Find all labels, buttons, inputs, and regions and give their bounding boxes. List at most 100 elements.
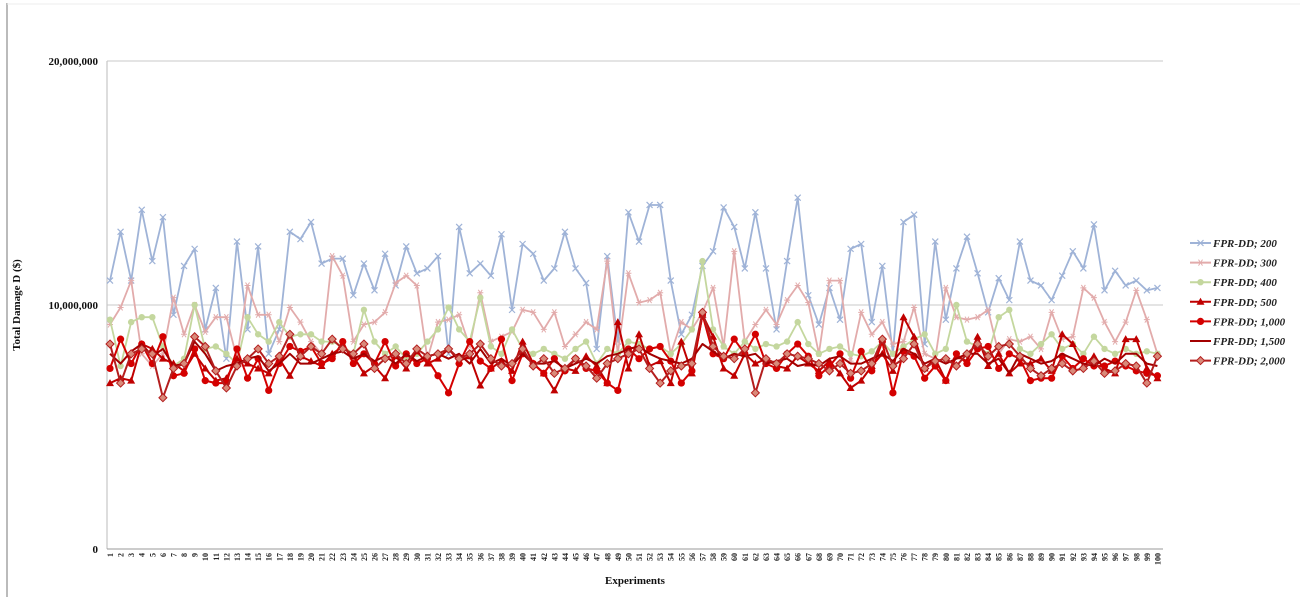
data-point-marker bbox=[604, 345, 611, 353]
data-point-marker bbox=[445, 304, 452, 311]
data-point-marker bbox=[530, 309, 537, 316]
data-point-marker bbox=[445, 316, 452, 323]
data-point-marker bbox=[1027, 350, 1034, 357]
x-tick-label: 58 bbox=[709, 553, 718, 561]
series-1000 bbox=[106, 311, 1162, 397]
data-point-marker bbox=[539, 353, 549, 364]
data-point-marker bbox=[106, 364, 114, 373]
data-point-marker bbox=[623, 349, 634, 359]
data-point-marker bbox=[253, 344, 263, 354]
x-tick-label: 80 bbox=[942, 553, 951, 561]
data-point-marker bbox=[181, 331, 188, 338]
x-tick-label: 67 bbox=[804, 553, 813, 561]
data-point-marker bbox=[477, 294, 484, 301]
data-point-marker bbox=[191, 245, 199, 253]
data-point-marker bbox=[857, 240, 865, 248]
data-point-marker bbox=[497, 335, 506, 343]
data-point-marker bbox=[677, 330, 685, 338]
data-point-marker bbox=[128, 277, 135, 284]
x-tick-label: 21 bbox=[318, 553, 327, 561]
data-point-marker bbox=[422, 351, 433, 361]
data-point-marker bbox=[233, 345, 241, 353]
data-point-marker bbox=[1089, 356, 1099, 366]
data-point-marker bbox=[307, 218, 315, 226]
data-point-marker bbox=[973, 332, 982, 340]
data-point-marker bbox=[1079, 355, 1087, 363]
data-point-marker bbox=[1005, 296, 1013, 304]
data-point-marker bbox=[899, 313, 908, 321]
legend-label: FPR-DD; 200 bbox=[1212, 238, 1277, 250]
x-tick-label: 23 bbox=[339, 553, 348, 561]
x-tick-label: 30 bbox=[413, 553, 422, 561]
data-point-marker bbox=[359, 369, 368, 377]
data-point-marker bbox=[297, 318, 304, 326]
data-point-marker bbox=[699, 257, 706, 265]
data-point-marker bbox=[348, 349, 359, 359]
data-point-marker bbox=[847, 350, 854, 357]
data-point-marker bbox=[402, 243, 410, 250]
data-point-marker bbox=[750, 388, 761, 398]
data-point-marker bbox=[170, 294, 177, 301]
data-point-marker bbox=[318, 338, 325, 345]
data-point-marker bbox=[677, 379, 685, 387]
data-point-marker bbox=[1037, 354, 1046, 362]
legend-item: FPR-DD; 2,000 bbox=[1190, 356, 1286, 368]
data-point-marker bbox=[507, 358, 517, 369]
x-tick-label: 55 bbox=[677, 553, 686, 561]
data-point-marker bbox=[815, 321, 823, 328]
data-point-marker bbox=[1025, 363, 1036, 374]
data-point-marker bbox=[550, 264, 558, 272]
y-tick-label: 0 bbox=[93, 544, 99, 556]
x-tick-label: 72 bbox=[857, 553, 866, 561]
legend-item: FPR-DD; 1,500 bbox=[1190, 336, 1286, 348]
legend-marker-icon bbox=[1197, 279, 1204, 286]
data-point-marker bbox=[741, 338, 748, 345]
data-point-marker bbox=[1058, 330, 1067, 338]
data-point-marker bbox=[359, 339, 369, 349]
data-point-marker bbox=[805, 299, 812, 306]
data-point-marker bbox=[212, 313, 219, 321]
data-point-marker bbox=[201, 377, 209, 385]
data-point-marker bbox=[560, 363, 570, 374]
data-point-marker bbox=[740, 344, 750, 354]
data-point-marker bbox=[667, 350, 674, 357]
data-point-marker bbox=[826, 277, 833, 284]
data-point-marker bbox=[550, 386, 559, 394]
x-tick-label: 75 bbox=[889, 553, 898, 561]
y-axis-ticks: 0 10,000,000 20,000,000 bbox=[49, 56, 99, 556]
x-tick-label: 18 bbox=[286, 553, 295, 561]
x-tick-label: 47 bbox=[593, 553, 602, 561]
data-point-marker bbox=[910, 332, 919, 340]
x-tick-label: 41 bbox=[529, 553, 538, 561]
data-point-marker bbox=[613, 353, 623, 364]
data-point-marker bbox=[285, 329, 295, 339]
data-point-marker bbox=[974, 269, 981, 277]
data-point-marker bbox=[434, 326, 442, 333]
data-point-marker bbox=[782, 349, 792, 359]
data-point-marker bbox=[202, 328, 209, 336]
data-point-marker bbox=[593, 326, 600, 333]
data-point-marker bbox=[1005, 350, 1013, 358]
data-point-marker bbox=[285, 371, 294, 379]
data-point-marker bbox=[551, 350, 558, 357]
legend-label: FPR-DD; 1,500 bbox=[1212, 336, 1286, 348]
data-point-marker bbox=[995, 314, 1002, 321]
data-point-marker bbox=[730, 335, 738, 343]
data-point-marker bbox=[676, 361, 687, 371]
data-point-marker bbox=[295, 351, 306, 361]
data-point-marker bbox=[582, 279, 590, 287]
legend-label: FPR-DD; 300 bbox=[1212, 258, 1277, 270]
data-point-marker bbox=[624, 208, 632, 216]
data-point-marker bbox=[191, 301, 198, 309]
data-point-marker bbox=[265, 350, 273, 358]
data-point-marker bbox=[443, 344, 454, 354]
x-tick-label: 77 bbox=[910, 553, 919, 561]
x-tick-label: 15 bbox=[254, 553, 263, 561]
data-point-marker bbox=[148, 257, 156, 265]
data-point-marker bbox=[921, 331, 928, 338]
x-tick-label: 13 bbox=[233, 553, 242, 561]
data-point-marker bbox=[994, 349, 1003, 357]
x-tick-label: 71 bbox=[847, 553, 856, 561]
data-point-marker bbox=[825, 362, 834, 370]
data-point-marker bbox=[846, 383, 855, 391]
